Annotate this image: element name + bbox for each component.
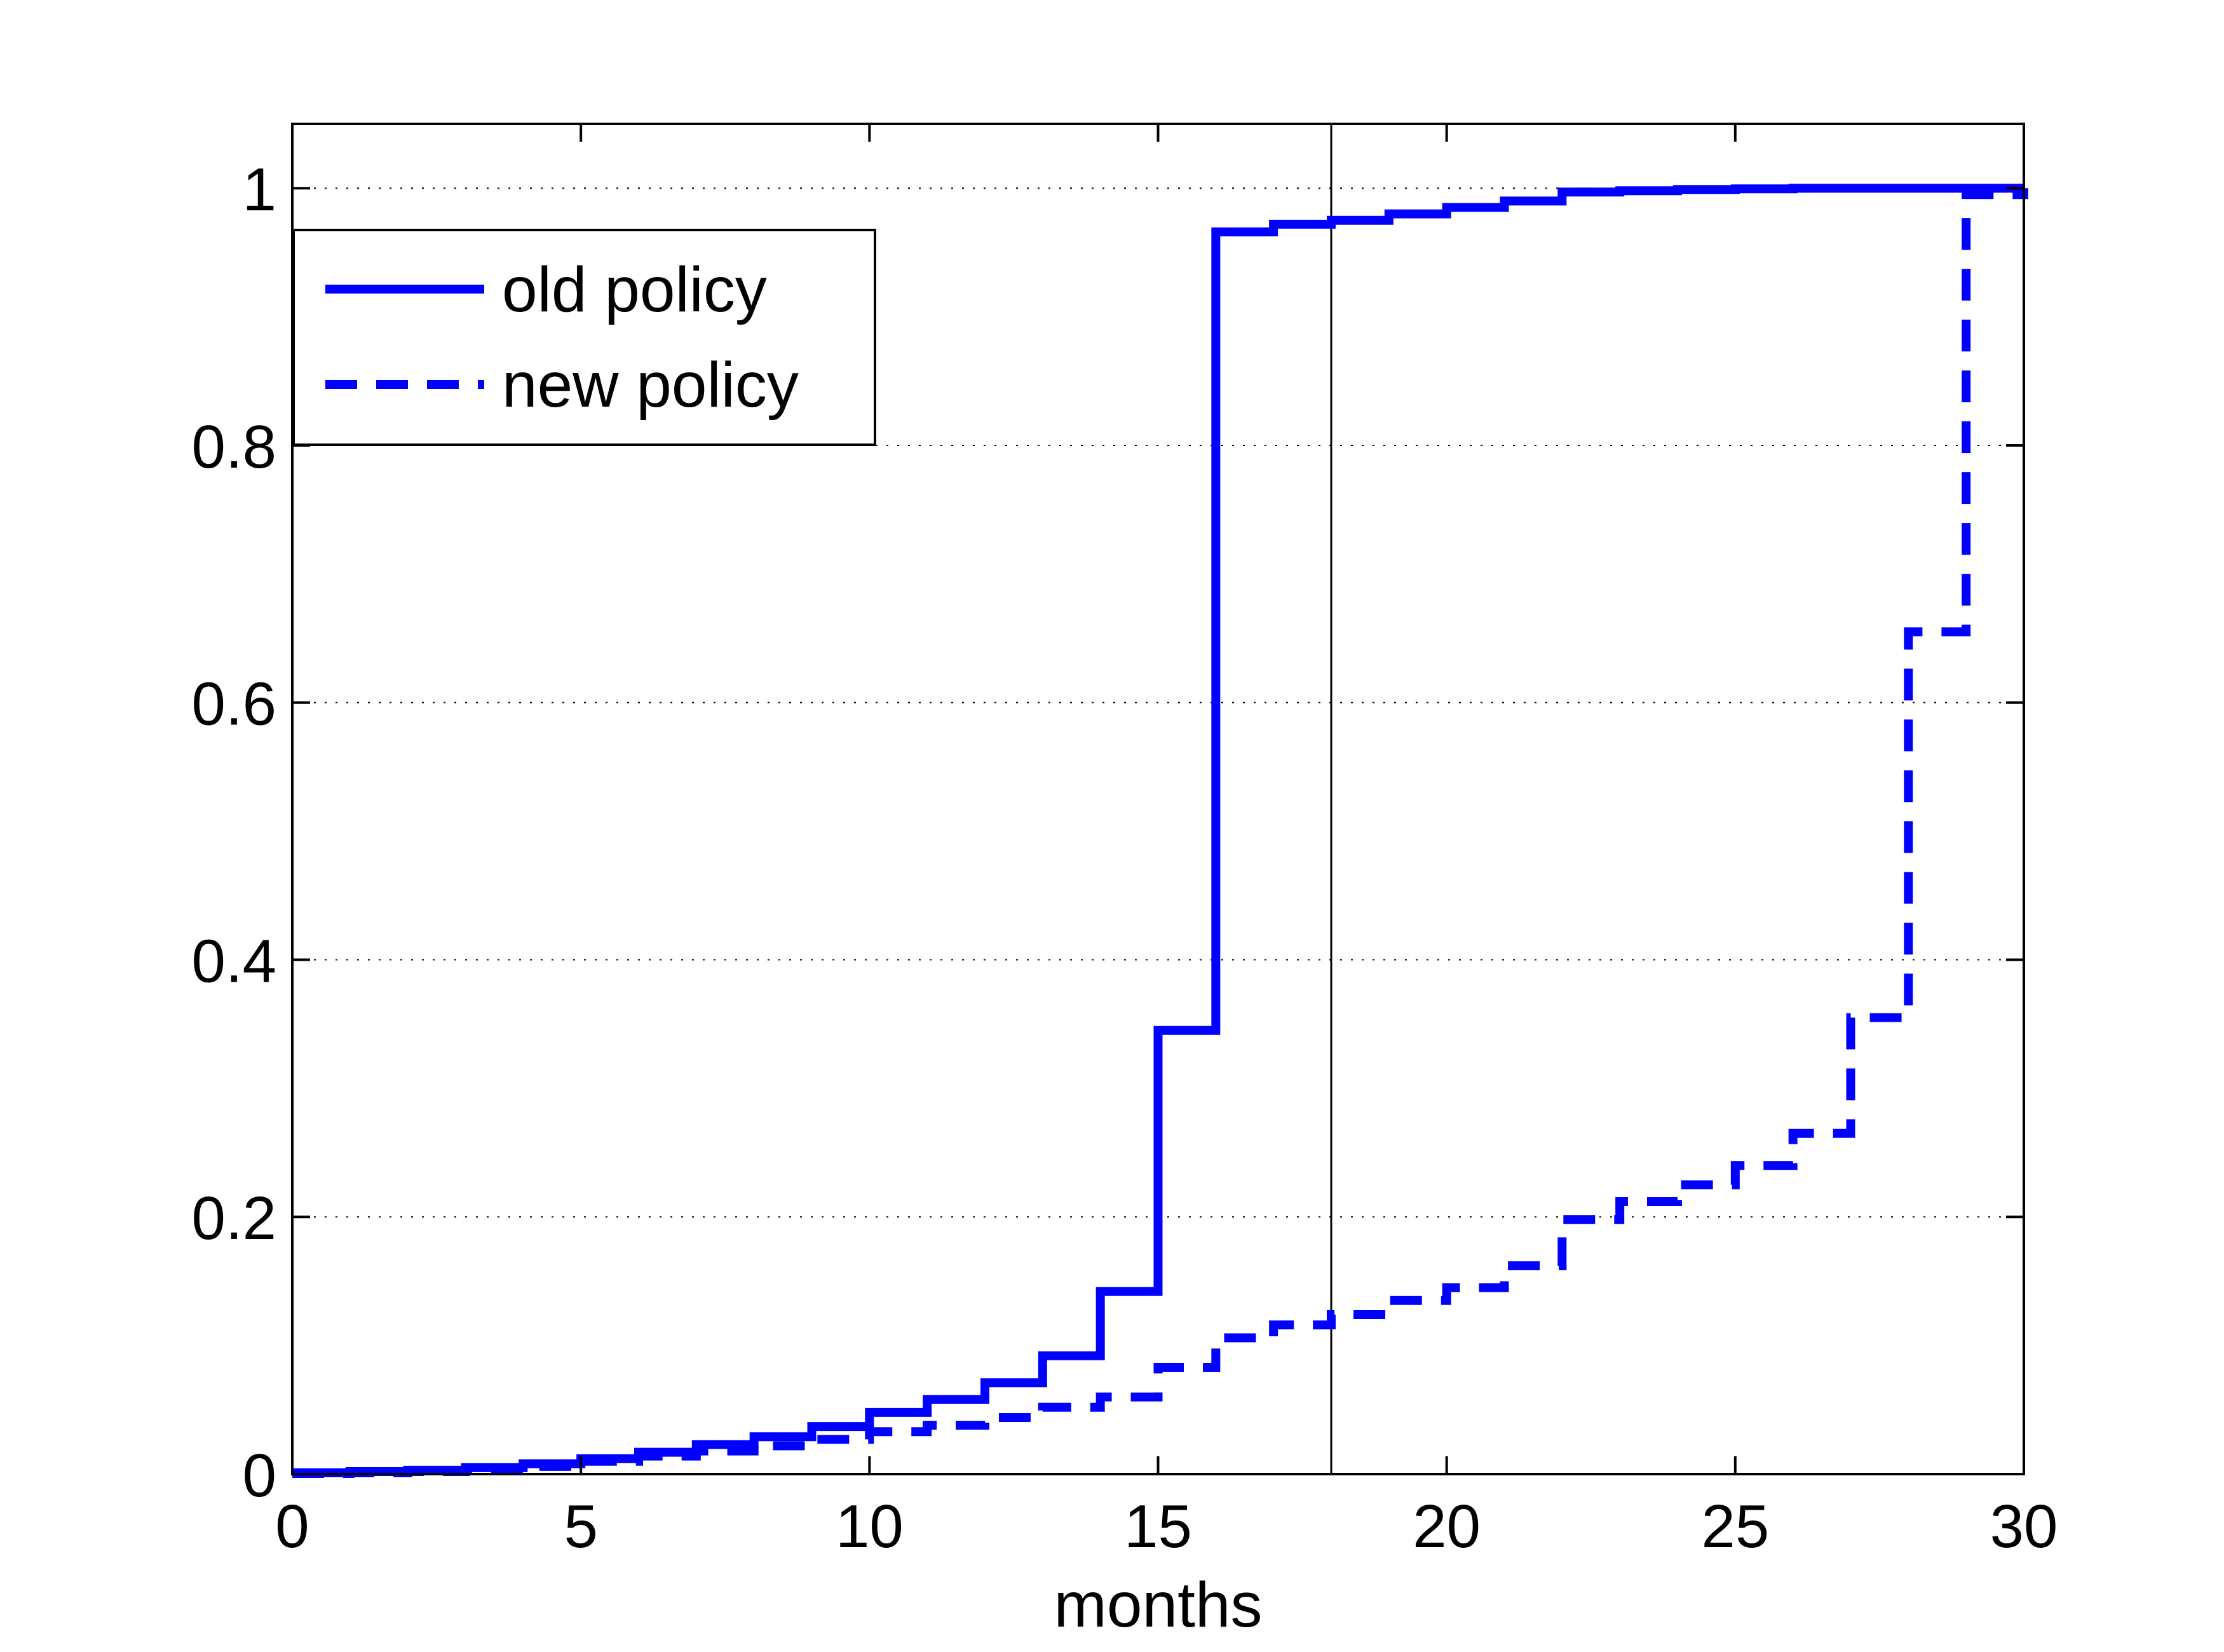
- x-tick-label-3: 15: [1124, 1493, 1192, 1561]
- y-tick-label-4: 0.8: [192, 413, 276, 481]
- x-tick-label-2: 10: [836, 1493, 904, 1561]
- legend-box: [292, 229, 876, 446]
- legend-label-old-policy: old policy: [502, 254, 767, 325]
- y-tick-label-1: 0.2: [192, 1184, 276, 1252]
- x-tick-label-1: 5: [564, 1493, 597, 1561]
- y-tick-label-2: 0.4: [192, 927, 276, 995]
- axis-ticks: [291, 124, 2025, 1475]
- x-tick-label-4: 20: [1413, 1493, 1481, 1561]
- y-tick-labels: 0 0.2 0.4 0.6 0.8 1: [192, 156, 276, 1510]
- x-tick-label-5: 25: [1701, 1493, 1769, 1561]
- x-tick-labels: 0 5 10 15 20 25 30: [275, 1493, 2058, 1561]
- x-tick-label-0: 0: [275, 1493, 309, 1561]
- legend-label-new-policy: new policy: [502, 349, 799, 421]
- series-line-new-policy: [292, 188, 2028, 1478]
- y-tick-label-5: 1: [243, 156, 276, 224]
- x-axis-label: months: [1054, 1569, 1263, 1641]
- x-tick-label-6: 30: [1990, 1493, 2058, 1561]
- y-tick-label-3: 0.6: [192, 670, 276, 738]
- y-tick-label-0: 0: [243, 1442, 276, 1510]
- legend: old policy new policy: [292, 229, 876, 446]
